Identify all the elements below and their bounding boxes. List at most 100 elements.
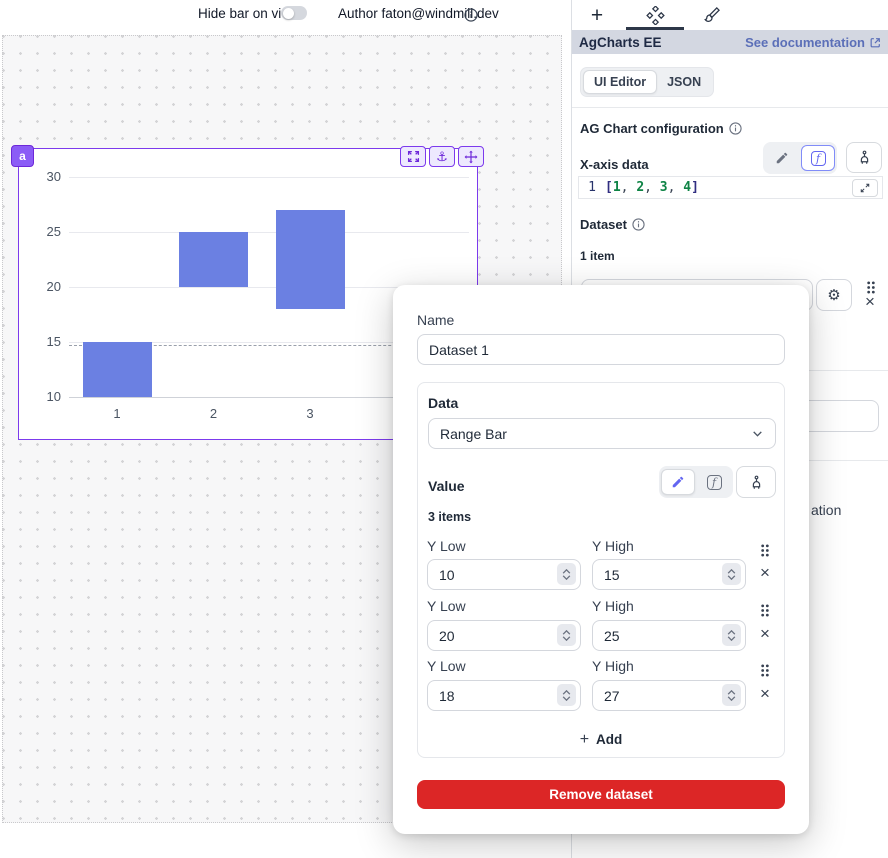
topbar: Hide bar on view Author faton@windmill.d… xyxy=(0,0,571,34)
doc-link[interactable]: See documentation xyxy=(745,35,882,50)
stepper-icon[interactable] xyxy=(557,684,576,706)
component-title: AgCharts EE xyxy=(579,34,662,50)
author-label: Author faton@windmill.dev xyxy=(338,6,499,21)
y-low-input[interactable] xyxy=(427,559,581,590)
remove-row-icon[interactable]: × xyxy=(760,624,770,643)
y-high-input[interactable] xyxy=(592,559,746,590)
name-label: Name xyxy=(417,312,455,328)
divider xyxy=(572,107,888,108)
hide-bar-toggle[interactable] xyxy=(281,6,307,20)
add-label: Add xyxy=(596,732,623,747)
xaxis-input-mode: f xyxy=(763,142,837,174)
x-axis-tick-label: 2 xyxy=(209,406,218,421)
info-icon[interactable] xyxy=(729,122,742,135)
author-info-icon[interactable] xyxy=(464,7,478,25)
gridline xyxy=(69,397,469,398)
data-section xyxy=(417,382,785,758)
tab-json[interactable]: JSON xyxy=(667,75,702,89)
items-count: 3 items xyxy=(428,510,472,524)
remove-row-icon[interactable]: × xyxy=(760,563,770,582)
doc-link-label: See documentation xyxy=(745,34,865,50)
drag-handle-icon[interactable] xyxy=(866,281,876,294)
y-low-label: Y Low xyxy=(427,658,466,674)
info-icon[interactable] xyxy=(632,218,645,231)
xaxis-label: X-axis data xyxy=(580,157,649,172)
anchor-icon[interactable]: ⚓ xyxy=(429,146,455,167)
dataset-section-title: Dataset xyxy=(580,217,645,232)
xaxis-label-text: X-axis data xyxy=(580,157,649,172)
y-low-input[interactable] xyxy=(427,680,581,711)
dataset-count: 1 item xyxy=(580,249,615,263)
gridline xyxy=(69,287,469,288)
dataset-title-text: Dataset xyxy=(580,217,627,232)
stepper-icon[interactable] xyxy=(557,624,576,646)
range-bar xyxy=(179,232,248,287)
plug-icon[interactable] xyxy=(846,142,882,173)
chevron-down-icon xyxy=(753,431,762,437)
theme-brush-icon[interactable] xyxy=(701,4,723,26)
plus-icon: + xyxy=(579,731,590,748)
remove-row-icon[interactable]: × xyxy=(760,684,770,703)
code-token: 3 xyxy=(659,180,668,195)
drag-handle-icon[interactable] xyxy=(760,544,770,557)
code-line-number: 1 xyxy=(588,180,596,195)
hide-bar-label: Hide bar on view xyxy=(198,6,299,21)
x-axis-tick-label: 3 xyxy=(306,406,314,421)
add-component-icon[interactable]: + xyxy=(590,3,604,27)
stepper-icon[interactable] xyxy=(557,563,576,585)
name-input[interactable] xyxy=(417,334,785,365)
external-link-icon xyxy=(870,37,880,47)
pen-icon[interactable] xyxy=(765,145,799,171)
config-title-text: AG Chart configuration xyxy=(580,121,724,136)
range-bar xyxy=(275,210,345,309)
remove-item-icon[interactable]: × xyxy=(865,292,875,311)
y-high-label: Y High xyxy=(592,658,634,674)
y-low-label: Y Low xyxy=(427,598,466,614)
code-token: [ xyxy=(605,180,613,195)
code-token: , xyxy=(667,180,684,195)
code-line-tokens: [1, 2, 3, 4] xyxy=(605,180,699,195)
gear-icon[interactable]: ⚙ xyxy=(816,279,852,311)
drag-handle-icon[interactable] xyxy=(760,604,770,617)
stepper-icon[interactable] xyxy=(722,563,741,585)
code-token: ] xyxy=(691,180,699,195)
data-type-select[interactable]: Range Bar xyxy=(428,418,776,449)
code-token: 1 xyxy=(612,180,621,195)
gridline xyxy=(69,177,469,178)
y-high-input[interactable] xyxy=(592,680,746,711)
add-row-button[interactable]: + Add xyxy=(393,731,809,749)
code-expand-icon[interactable] xyxy=(852,179,878,197)
pen-icon[interactable] xyxy=(661,469,695,495)
active-tab-underline xyxy=(626,27,684,30)
config-section-title: AG Chart configuration xyxy=(580,121,742,136)
code-token: , xyxy=(644,180,660,195)
plug-icon[interactable] xyxy=(736,466,776,498)
x-axis-tick-label: 1 xyxy=(113,406,121,421)
component-badge: a xyxy=(11,145,34,167)
stepper-icon[interactable] xyxy=(722,624,741,646)
toggle-knob xyxy=(282,7,294,19)
fx-icon[interactable]: f xyxy=(801,145,835,171)
remove-dataset-button[interactable]: Remove dataset xyxy=(417,780,785,809)
value-label: Value xyxy=(428,478,465,494)
fx-icon[interactable]: f xyxy=(697,469,731,495)
move-icon[interactable] xyxy=(458,146,484,167)
stepper-icon[interactable] xyxy=(722,684,741,706)
drag-handle-icon[interactable] xyxy=(760,664,770,677)
y-low-input[interactable] xyxy=(427,620,581,651)
y-axis-tick-label: 15 xyxy=(46,334,61,349)
partially-hidden-label: ation xyxy=(811,502,842,518)
expand-icon[interactable] xyxy=(400,146,426,167)
y-axis-tick-label: 20 xyxy=(46,279,61,294)
y-low-label: Y Low xyxy=(427,538,466,554)
xaxis-code-editor[interactable]: 1 [1, 2, 3, 4] xyxy=(578,176,883,199)
y-axis-tick-label: 30 xyxy=(46,169,61,184)
crosshair-line xyxy=(69,345,471,347)
y-high-input[interactable] xyxy=(592,620,746,651)
components-icon[interactable] xyxy=(644,4,666,26)
gridline xyxy=(69,342,469,343)
y-high-label: Y High xyxy=(592,598,634,614)
tab-ui-editor[interactable]: UI Editor xyxy=(583,70,658,94)
code-token: 2 xyxy=(636,180,645,195)
